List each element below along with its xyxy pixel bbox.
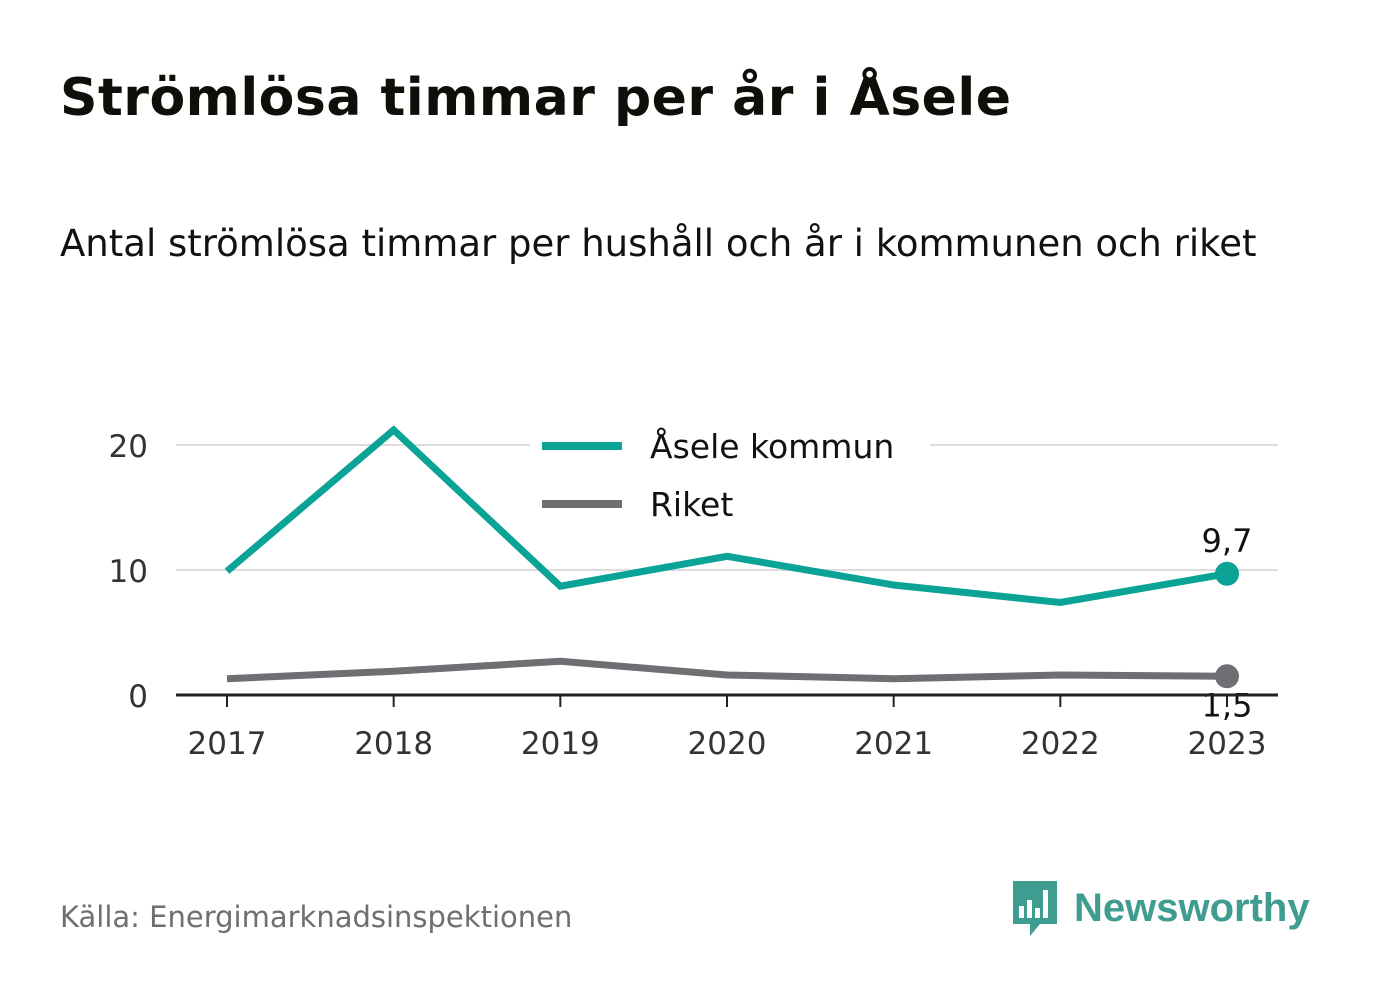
bar-chart-speech-bubble-icon — [1013, 881, 1057, 936]
y-tick-label: 20 — [109, 429, 148, 465]
source-note: Källa: Energimarknadsinspektionen — [60, 900, 573, 934]
y-tick-label: 0 — [128, 679, 148, 715]
x-tick-label: 2019 — [521, 726, 600, 762]
x-tick-label: 2021 — [854, 726, 933, 762]
end-value-label: 9,7 — [1202, 522, 1253, 560]
x-tick-label: 2018 — [354, 726, 433, 762]
chart-title: Strömlösa timmar per år i Åsele — [60, 68, 1012, 128]
legend-label: Åsele kommun — [650, 426, 894, 466]
x-tick-label: 2017 — [188, 726, 267, 762]
end-point-marker — [1215, 561, 1239, 586]
legend-label: Riket — [650, 485, 733, 524]
x-tick-label: 2020 — [688, 726, 767, 762]
brand-name: Newsworthy — [1074, 885, 1310, 930]
chart-subtitle: Antal strömlösa timmar per hushåll och å… — [60, 222, 1257, 265]
x-tick-label: 2023 — [1188, 726, 1267, 762]
end-point-marker — [1215, 664, 1239, 689]
x-tick-label: 2022 — [1021, 726, 1100, 762]
series-line — [226, 657, 1228, 683]
series-line — [224, 425, 1228, 607]
newsworthy-logo: Newsworthy — [1010, 878, 1310, 938]
y-tick-label: 10 — [109, 554, 148, 590]
legend-background — [530, 418, 930, 534]
